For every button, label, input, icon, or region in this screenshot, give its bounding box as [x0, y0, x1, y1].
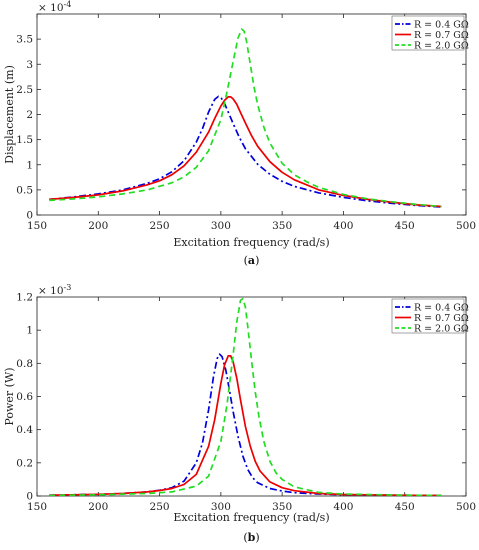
x-tick-label: 150 — [27, 220, 47, 232]
series-line-2 — [49, 28, 442, 208]
y-multiplier: × 10-4 — [38, 0, 71, 14]
y-multiplier-exponent: -4 — [64, 0, 72, 9]
y-multiplier: × 10-3 — [38, 283, 71, 297]
y-tick-label: 3 — [26, 59, 33, 71]
y-axis-label: Power (W) — [3, 367, 16, 425]
x-tick-label: 350 — [272, 220, 292, 232]
y-axis-label: Displacement (m) — [3, 65, 16, 164]
x-tick-label: 450 — [395, 220, 415, 232]
caption-open: ( — [244, 254, 248, 267]
y-multiplier-exponent: -3 — [64, 283, 72, 292]
x-tick-label: 400 — [333, 501, 353, 513]
y-tick-label: 0.8 — [16, 358, 33, 370]
y-tick-label: 0 — [26, 210, 33, 222]
caption-open: ( — [243, 531, 247, 544]
chart-panel-a: 150 200 250 300 350 400 450 500 0 0.5 1 1.5 2 2.5 3 3.5… — [3, 0, 476, 267]
x-tick-label: 150 — [27, 501, 47, 513]
legend-label-1: R = 0.7 GΩ — [414, 313, 469, 324]
panel-caption: (a) — [244, 254, 260, 267]
x-tick-label: 200 — [88, 220, 108, 232]
x-tick-label: 500 — [456, 220, 476, 232]
y-tick-label: 2 — [26, 109, 33, 121]
y-tick-label: 1.5 — [16, 134, 33, 146]
x-tick-label: 300 — [211, 220, 231, 232]
series-line-1 — [49, 96, 442, 208]
y-tick-label: 0 — [26, 491, 33, 503]
y-tick-label: 0.5 — [16, 184, 33, 196]
x-tick-label: 500 — [456, 501, 476, 513]
x-tick-label: 200 — [88, 501, 108, 513]
caption-letter: b — [248, 531, 256, 544]
y-tick-label: 0.4 — [16, 424, 33, 436]
y-tick-label: 1 — [26, 159, 33, 171]
y-tick-label: 2.5 — [16, 84, 33, 96]
y-multiplier-base: × 10 — [38, 285, 64, 297]
legend-label-2: R = 2.0 GΩ — [414, 40, 469, 51]
legend: R = 0.4 GΩR = 0.7 GΩR = 2.0 GΩ — [391, 298, 469, 334]
y-tick-label: 0.2 — [16, 457, 33, 469]
y-tick-label: 0.6 — [16, 391, 33, 403]
x-tick-label: 400 — [333, 220, 353, 232]
x-tick-label: 250 — [150, 220, 170, 232]
x-tick-label: 300 — [211, 501, 231, 513]
y-tick-label: 3.5 — [16, 34, 33, 46]
legend: R = 0.4 GΩR = 0.7 GΩR = 2.0 GΩ — [391, 15, 469, 51]
legend-label-0: R = 0.4 GΩ — [414, 302, 469, 313]
series-line-2 — [49, 297, 442, 496]
series-line-0 — [49, 95, 442, 208]
x-axis-label: Excitation frequency (rad/s) — [173, 236, 329, 249]
chart-panel-b: 150 200 250 300 350 400 450 500 0 0.2 0.4 0.6 0.8 1 1.… — [3, 283, 476, 544]
caption-close: ) — [255, 531, 259, 544]
series-line-1 — [49, 355, 442, 496]
caption-close: ) — [255, 254, 259, 267]
series-line-0 — [49, 353, 442, 496]
y-tick-label: 1.2 — [16, 292, 33, 304]
x-tick-label: 250 — [150, 501, 170, 513]
panel-caption: (b) — [243, 531, 259, 544]
legend-label-2: R = 2.0 GΩ — [414, 323, 469, 334]
y-tick-label: 1 — [26, 325, 33, 337]
legend-label-0: R = 0.4 GΩ — [414, 19, 469, 30]
caption-letter: a — [248, 254, 255, 267]
x-tick-label: 450 — [395, 501, 415, 513]
x-tick-label: 350 — [272, 501, 292, 513]
y-multiplier-base: × 10 — [38, 2, 64, 14]
legend-label-1: R = 0.7 GΩ — [414, 30, 469, 41]
x-axis-label: Excitation frequency (rad/s) — [173, 511, 329, 524]
